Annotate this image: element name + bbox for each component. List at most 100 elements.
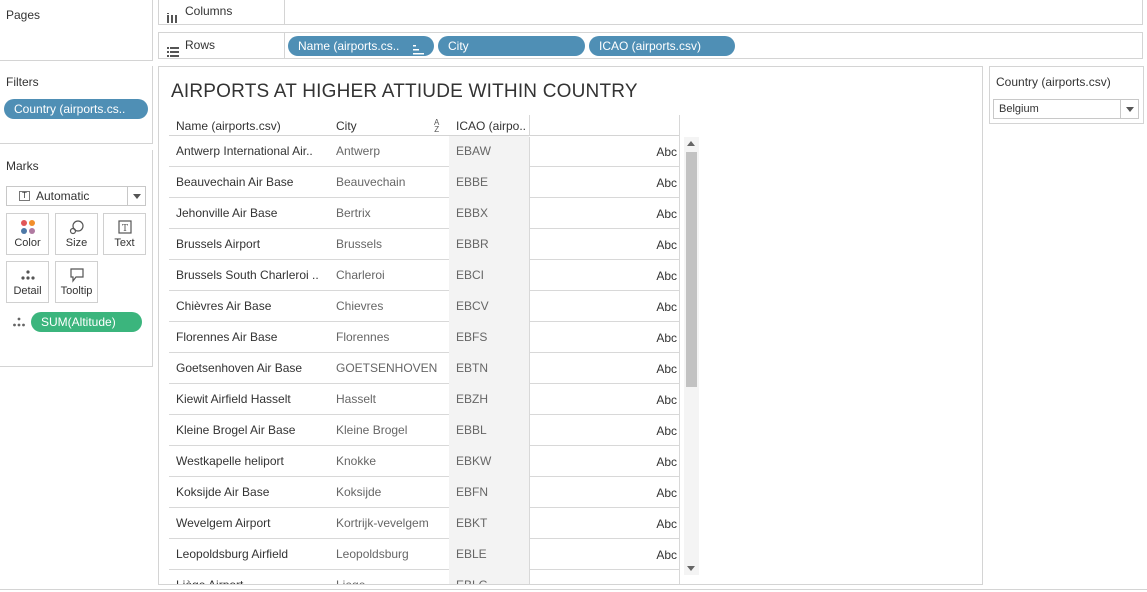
size-button[interactable]: Size — [55, 213, 98, 255]
cell-value: Abc — [529, 385, 679, 416]
cell-name: Brussels South Charleroi .. — [176, 268, 319, 282]
rows-shelf[interactable]: Rows Name (airports.cs.. City ICAO (airp… — [158, 32, 1143, 59]
cell-value: Abc — [529, 199, 679, 230]
filters-card: Filters Country (airports.cs.. — [0, 66, 153, 144]
color-label: Color — [14, 237, 41, 249]
scroll-down-icon[interactable] — [687, 566, 695, 571]
header-icao[interactable]: ICAO (airpo.. — [456, 119, 527, 133]
color-button[interactable]: Color — [6, 213, 49, 255]
cell-value: Abc — [529, 416, 679, 447]
table-row[interactable]: Brussels Airport Brussels EBBR Abc — [169, 229, 679, 261]
table-row[interactable]: Liège Airport Liege EBLG — [169, 570, 679, 585]
table-row[interactable]: Leopoldsburg Airfield Leopoldsburg EBLE Abc — [169, 539, 679, 571]
cell-name: Liège Airport — [176, 578, 244, 585]
country-select[interactable]: Belgium — [993, 99, 1139, 119]
cell-icao: EBCI — [449, 260, 529, 291]
cell-icao: EBBE — [449, 167, 529, 198]
detail-dots-icon — [20, 267, 36, 283]
rows-shelf-label: Rows — [159, 33, 285, 58]
table-row[interactable]: Kiewit Airfield Hasselt Hasselt EBZH Abc — [169, 384, 679, 416]
cell-name: Kleine Brogel Air Base — [176, 423, 296, 437]
cell-city: Charleroi — [336, 268, 385, 282]
table-row[interactable]: Antwerp International Air.. Antwerp EBAW Ab… — [169, 136, 679, 168]
worksheet: AIRPORTS AT HIGHER ATTIUDE WITHIN COUNTR… — [158, 66, 983, 585]
cell-city: Brussels — [336, 237, 383, 251]
country-select-value: Belgium — [999, 103, 1039, 115]
table-row[interactable]: Kleine Brogel Air Base Kleine Brogel EBBL A… — [169, 415, 679, 447]
cell-city: Bertrix — [336, 206, 371, 220]
cell-icao: EBLG — [449, 570, 529, 584]
scroll-up-icon[interactable] — [687, 141, 695, 146]
cell-icao: EBKT — [449, 508, 529, 539]
cell-icao: EBFN — [449, 477, 529, 508]
cell-icao: EBBX — [449, 198, 529, 229]
pages-title: Pages — [6, 8, 41, 22]
cell-value: Abc — [529, 509, 679, 540]
table-row[interactable]: Koksijde Air Base Koksijde EBFN Abc — [169, 477, 679, 509]
cell-city: GOETSENHOVEN — [336, 361, 438, 375]
header-name[interactable]: Name (airports.csv) — [176, 119, 281, 133]
cell-city: Florennes — [336, 330, 390, 344]
pages-card: Pages — [0, 0, 153, 61]
grid-line-right — [679, 115, 680, 584]
mark-type-icon: T — [19, 191, 30, 201]
size-icon — [69, 219, 85, 235]
cell-name: Kiewit Airfield Hasselt — [176, 392, 291, 406]
cell-value: Abc — [529, 137, 679, 168]
columns-shelf[interactable]: Columns — [158, 0, 1143, 25]
scrollbar-thumb[interactable] — [686, 152, 697, 387]
columns-shelf-label: Columns — [159, 0, 285, 24]
country-filter-pill[interactable]: Country (airports.cs.. — [4, 99, 148, 119]
table-row[interactable]: Beauvechain Air Base Beauvechain EBBE Abc — [169, 167, 679, 199]
mark-type-select[interactable]: T Automatic — [6, 186, 146, 206]
cell-city: Knokke — [336, 454, 377, 468]
sort-descending-icon — [413, 41, 424, 56]
cell-city: Koksijde — [336, 485, 382, 499]
cell-icao: EBTN — [449, 353, 529, 384]
table-row[interactable]: Jehonville Air Base Bertrix EBBX Abc — [169, 198, 679, 230]
cell-name: Leopoldsburg Airfield — [176, 547, 289, 561]
cell-value: Abc — [529, 261, 679, 292]
table-row[interactable]: Goetsenhoven Air Base GOETSENHOVEN EBTN Abc — [169, 353, 679, 385]
table-row[interactable]: Chièvres Air Base Chievres EBCV Abc — [169, 291, 679, 323]
header-city[interactable]: City — [336, 119, 357, 133]
rows-pill-icao[interactable]: ICAO (airports.csv) — [589, 36, 735, 56]
rows-pill-name[interactable]: Name (airports.cs.. — [288, 36, 434, 56]
text-button[interactable]: T Text — [103, 213, 146, 255]
header-divider — [169, 135, 679, 136]
marks-title: Marks — [6, 159, 39, 173]
rows-pill-city[interactable]: City — [438, 36, 585, 56]
columns-label-text: Columns — [185, 4, 233, 18]
cell-icao: EBZH — [449, 384, 529, 415]
table-row[interactable]: Wevelgem Airport Kortrijk-vevelgem EBKT Abc — [169, 508, 679, 540]
size-label: Size — [65, 237, 88, 249]
tooltip-bubble-icon — [69, 267, 85, 283]
columns-icon — [167, 7, 179, 32]
cell-icao: EBLE — [449, 539, 529, 570]
table-row[interactable]: Westkapelle heliport Knokke EBKW Abc — [169, 446, 679, 478]
cell-city: Kortrijk-vevelgem — [336, 516, 429, 530]
cell-name: Beauvechain Air Base — [176, 175, 294, 189]
cell-name: Koksijde Air Base — [176, 485, 270, 499]
cell-name: Jehonville Air Base — [176, 206, 278, 220]
tooltip-button[interactable]: Tooltip — [55, 261, 98, 303]
chevron-down-icon[interactable] — [127, 187, 145, 205]
cell-icao: EBAW — [449, 136, 529, 167]
cell-name: Wevelgem Airport — [176, 516, 271, 530]
table-row[interactable]: Florennes Air Base Florennes EBFS Abc — [169, 322, 679, 354]
sum-altitude-pill[interactable]: SUM(Altitude) — [31, 312, 142, 332]
detail-button[interactable]: Detail — [6, 261, 49, 303]
cell-value: Abc — [529, 230, 679, 261]
cell-name: Brussels Airport — [176, 237, 261, 251]
detail-dots-icon — [12, 316, 26, 331]
table-row[interactable]: Brussels South Charleroi .. Charleroi EBCI… — [169, 260, 679, 292]
cell-city: Beauvechain — [336, 175, 406, 189]
tooltip-label: Tooltip — [60, 285, 93, 297]
cell-icao: EBBR — [449, 229, 529, 260]
cell-icao: EBFS — [449, 322, 529, 353]
cell-value — [529, 571, 679, 584]
bottom-border — [0, 589, 1147, 590]
cell-icao: EBBL — [449, 415, 529, 446]
chevron-down-icon[interactable] — [1120, 100, 1138, 118]
